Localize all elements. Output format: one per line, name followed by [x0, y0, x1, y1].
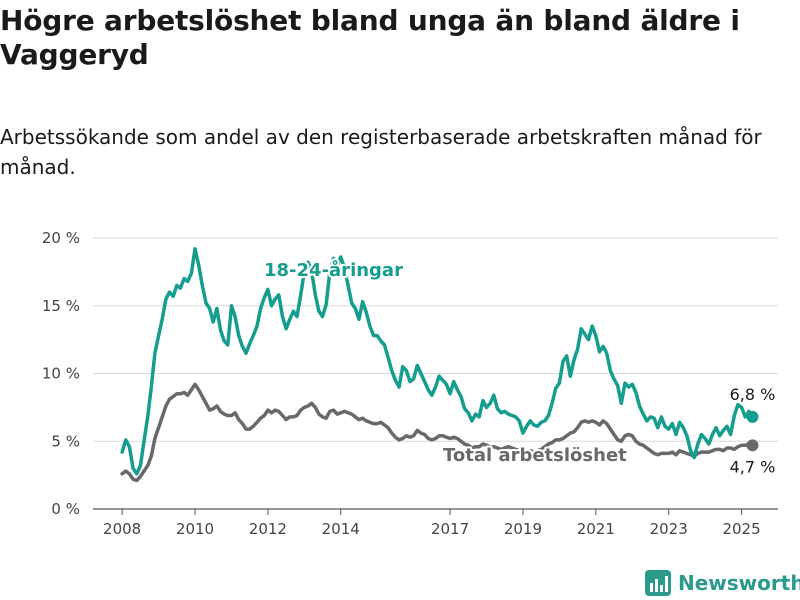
end-label-total: 4,7 %: [730, 457, 776, 476]
x-tick-label: 2021: [577, 520, 615, 538]
series-lines: [120, 247, 759, 483]
page-subtitle: Arbetssökande som andel av den registerb…: [0, 125, 762, 179]
x-axis: 2008 2010 2012 2014 2017 2019 2021 2023 2025: [103, 509, 761, 538]
end-label-18-24: 6,8 %: [730, 385, 776, 404]
y-tick-label: 5 %: [51, 432, 80, 450]
newsworthy-logo: Newsworthy: [644, 569, 800, 597]
y-tick-label: 10 %: [42, 365, 80, 383]
series-label-total: Total arbetslöshet: [443, 445, 627, 466]
end-point-18-24: [746, 410, 759, 423]
end-point-total: [746, 439, 759, 452]
x-tick-label: 2010: [176, 520, 214, 538]
series-label-18-24: 18-24-åringar: [264, 259, 403, 281]
x-tick-label: 2019: [504, 520, 542, 538]
x-tick-label: 2025: [722, 520, 760, 538]
y-tick-label: 20 %: [42, 229, 80, 247]
series-line-18-24: [120, 247, 755, 476]
series-line-total: [120, 382, 755, 483]
x-tick-label: 2012: [249, 520, 287, 538]
y-axis: 0 % 5 % 10 % 15 % 20 %: [42, 229, 80, 518]
x-tick-label: 2008: [103, 520, 141, 538]
brand-name: Newsworthy: [678, 571, 800, 595]
page-title: Högre arbetslöshet bland unga än bland ä…: [0, 4, 740, 71]
y-tick-label: 15 %: [42, 297, 80, 315]
chart-grid: [93, 237, 778, 510]
x-tick-label: 2017: [431, 520, 469, 538]
x-tick-label: 2014: [322, 520, 360, 538]
y-tick-label: 0 %: [51, 500, 80, 518]
bar-chart-logo-icon: [645, 570, 671, 596]
x-tick-label: 2023: [650, 520, 688, 538]
series-labels: 18-24-åringar Total arbetslöshet 6,8 % 4,7 …: [262, 257, 776, 476]
